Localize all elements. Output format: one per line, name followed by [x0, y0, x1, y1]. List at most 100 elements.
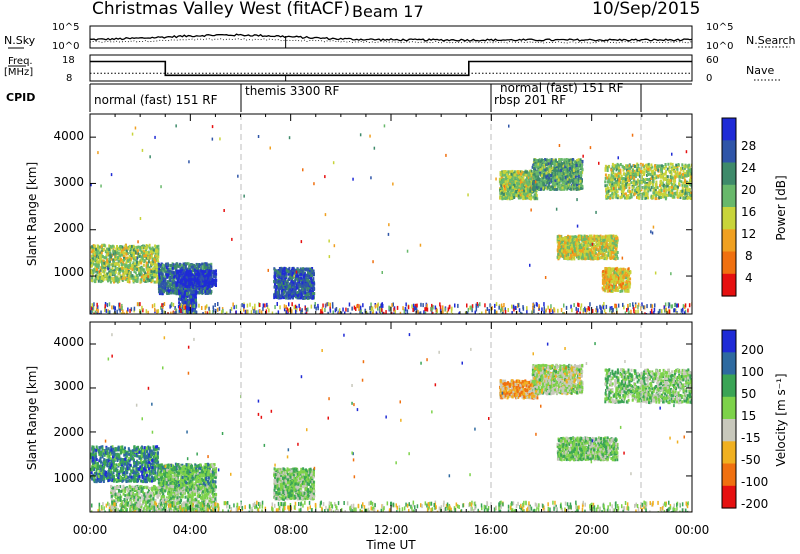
power-cell: [284, 269, 287, 273]
power-cell: [201, 265, 204, 269]
power-cell: [556, 169, 559, 173]
power-cell: [651, 172, 654, 176]
power-cell: [153, 269, 156, 273]
power-cell: [301, 281, 304, 285]
power-cell: [195, 296, 197, 300]
power-cell: [519, 196, 522, 200]
power-cell: [294, 290, 297, 294]
frequency-trace: [90, 60, 692, 77]
power-cell: [148, 274, 151, 278]
power-cell: [508, 193, 511, 197]
power-cell: [124, 244, 127, 248]
power-cell: [99, 254, 102, 258]
power-cell: [94, 266, 97, 270]
power-cell: [113, 245, 115, 249]
power-cell: [545, 175, 548, 179]
power-cell: [285, 269, 288, 273]
power-cell: [507, 178, 510, 182]
power-cell: [627, 167, 630, 171]
power-cell: [544, 168, 547, 172]
power-cell: [161, 292, 164, 296]
power-cell: [131, 268, 134, 272]
power-cell: [202, 280, 205, 284]
power-cell: [678, 179, 681, 183]
power-cell: [106, 276, 109, 280]
power-cell: [90, 259, 93, 262]
power-cell: [146, 279, 149, 283]
power-cell: [155, 271, 158, 275]
power-cell: [150, 261, 153, 265]
power-cell: [529, 186, 532, 190]
power-cell: [525, 184, 528, 188]
power-cell: [551, 178, 554, 182]
power-cell: [90, 269, 93, 273]
power-cell: [579, 174, 582, 177]
power-cell: [96, 244, 99, 248]
power-cell: [100, 245, 103, 249]
power-cell: [158, 263, 161, 267]
power-cell: [165, 266, 168, 270]
power-cell: [509, 177, 512, 181]
power-cell: [132, 251, 135, 255]
power-cell: [173, 265, 176, 268]
power-cell: [116, 276, 119, 280]
power-cell: [180, 264, 183, 268]
power-cell: [279, 283, 282, 287]
power-cell: [581, 160, 584, 163]
power-cell: [117, 256, 119, 260]
power-cell: [129, 251, 132, 255]
power-cell: [192, 290, 195, 294]
power-cell: [304, 280, 307, 284]
noise-right-tick-top: 10^5: [706, 22, 733, 33]
power-cell: [205, 275, 208, 279]
power-cell: [499, 173, 502, 177]
power-cell: [204, 274, 207, 278]
power-cell: [665, 175, 668, 178]
power-cell: [502, 192, 505, 196]
power-cell: [516, 176, 519, 180]
power-cell: [655, 174, 658, 178]
power-cell: [167, 287, 170, 291]
power-cell: [100, 266, 103, 270]
power-cell: [106, 260, 109, 264]
power-cell: [110, 257, 113, 261]
power-cell: [290, 271, 293, 275]
power-cell: [569, 170, 572, 174]
power-cell: [281, 292, 284, 296]
power-cell: [527, 183, 530, 187]
power-cell: [611, 180, 614, 183]
power-cell: [555, 163, 558, 167]
power-cell: [164, 280, 167, 284]
power-cell: [498, 177, 501, 181]
power-cell: [521, 189, 524, 193]
power-cell: [125, 261, 128, 264]
power-cell: [169, 283, 172, 287]
power-cell: [188, 280, 191, 284]
power-cell: [144, 274, 147, 278]
power-cell: [531, 165, 534, 169]
power-cell: [96, 275, 99, 279]
power-cell: [535, 183, 538, 187]
power-cell: [187, 262, 190, 266]
power-cell: [157, 287, 160, 291]
power-cell: [208, 273, 211, 276]
power-cell: [142, 275, 145, 279]
power-cell: [192, 284, 195, 288]
power-cell: [197, 274, 200, 278]
power-cell: [566, 174, 569, 178]
power-cell: [179, 294, 182, 298]
power-cell: [278, 275, 281, 279]
power-cell: [554, 182, 557, 185]
power-cell: [158, 270, 161, 274]
power-cell: [172, 289, 174, 293]
power-cell: [96, 260, 99, 264]
power-cell: [577, 167, 579, 170]
power-cell: [143, 250, 146, 254]
power-cell: [604, 184, 607, 188]
power-cell: [116, 267, 119, 271]
power-cell: [286, 279, 289, 283]
power-cell: [123, 271, 126, 275]
power-cell: [213, 283, 216, 286]
power-cell: [298, 288, 300, 292]
power-cell: [568, 184, 571, 188]
